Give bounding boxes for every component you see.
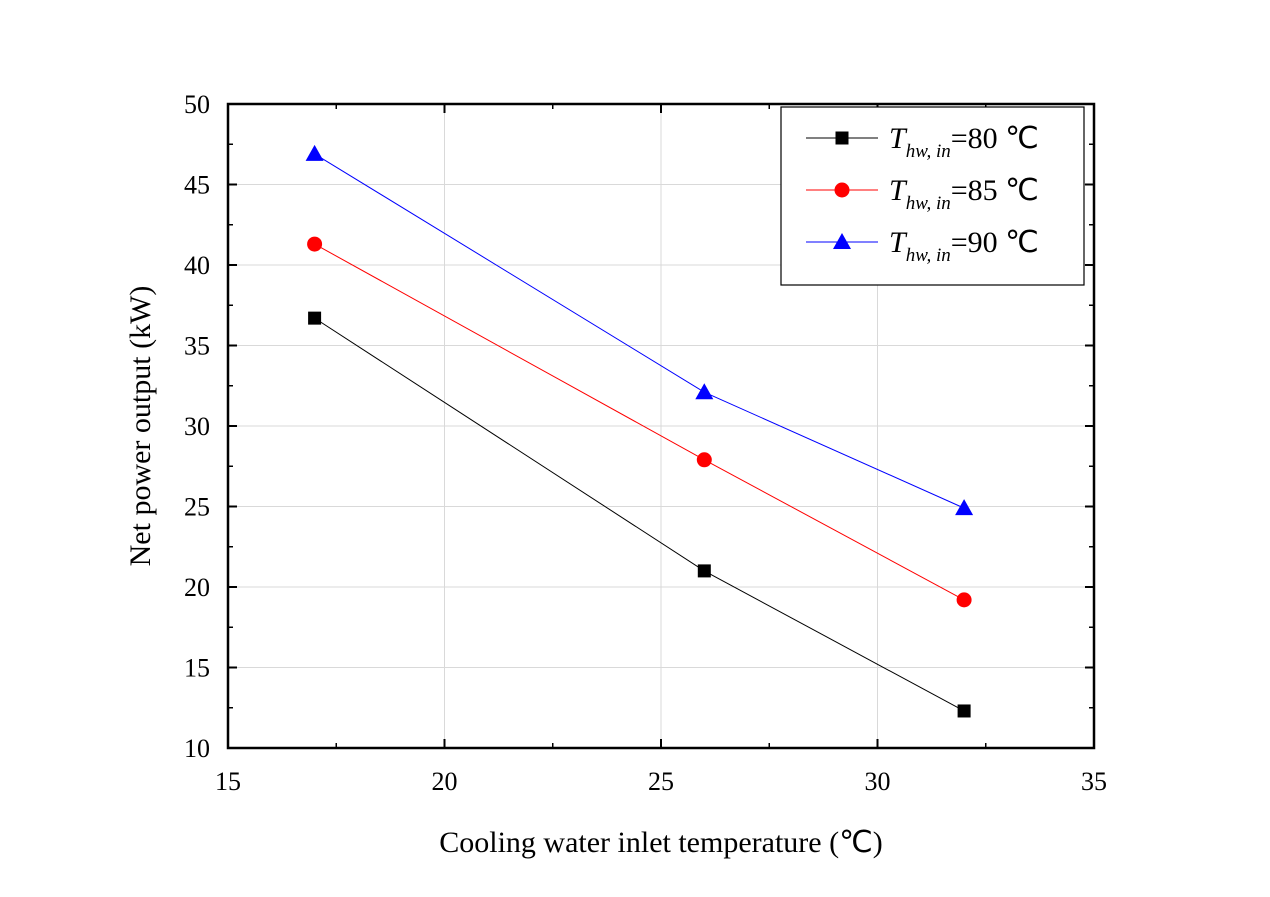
legend-symbol: T xyxy=(889,226,908,259)
y-tick-label: 25 xyxy=(184,493,210,522)
data-point-circle xyxy=(696,452,712,468)
y-tick-label: 15 xyxy=(184,654,210,683)
legend-subscript: hw, in xyxy=(906,245,951,266)
series-triangle xyxy=(305,144,974,516)
series-line xyxy=(314,317,965,712)
legend-value: =85 ℃ xyxy=(951,174,1039,207)
y-tick-label: 50 xyxy=(184,90,210,119)
x-tick-label: 15 xyxy=(215,767,241,796)
legend-entry: Thw, in=80 ℃ xyxy=(806,122,1039,162)
series-line xyxy=(314,243,965,601)
data-point-circle xyxy=(956,592,972,608)
data-point-triangle xyxy=(305,144,324,161)
legend-label: Thw, in=80 ℃ xyxy=(889,122,1039,162)
legend-box xyxy=(780,106,1085,286)
data-series xyxy=(305,144,974,718)
y-tick-label: 10 xyxy=(184,734,210,763)
legend-entry: Thw, in=85 ℃ xyxy=(806,174,1039,214)
legend-symbol: T xyxy=(889,174,908,207)
legend-marker-circle xyxy=(834,182,850,198)
data-point-square xyxy=(697,564,711,578)
series-circle xyxy=(307,236,972,608)
x-tick-label: 35 xyxy=(1081,767,1107,796)
x-tick-labels: 15 20 25 30 35 xyxy=(215,767,1107,796)
y-axis-title: Net power output (kW) xyxy=(124,286,157,567)
y-tick-label: 40 xyxy=(184,251,210,280)
legend-label: Thw, in=85 ℃ xyxy=(889,174,1039,214)
data-point-circle xyxy=(307,236,323,252)
x-tick-label: 20 xyxy=(432,767,458,796)
plot-frame xyxy=(226,102,1096,750)
legend-symbol: T xyxy=(889,122,908,155)
y-tick-labels: 10 15 20 25 30 35 40 45 50 xyxy=(184,90,210,763)
data-point-triangle xyxy=(955,499,974,516)
legend-subscript: hw, in xyxy=(906,193,951,214)
y-tick-label: 30 xyxy=(184,412,210,441)
y-tick-label: 45 xyxy=(184,171,210,200)
data-point-triangle xyxy=(695,383,714,400)
x-tick-label: 25 xyxy=(648,767,674,796)
data-point-square xyxy=(957,704,971,718)
legend-entry: Thw, in=90 ℃ xyxy=(806,226,1039,266)
x-axis-title: Cooling water inlet temperature (℃) xyxy=(439,826,883,859)
y-tick-label: 35 xyxy=(184,332,210,361)
legend-value: =80 ℃ xyxy=(951,122,1039,155)
x-tick-label: 30 xyxy=(865,767,891,796)
legend-marker-triangle xyxy=(833,233,851,249)
series-square xyxy=(308,311,971,718)
data-point-square xyxy=(308,311,322,325)
legend-marker-square xyxy=(835,131,849,145)
legend-subscript: hw, in xyxy=(906,141,951,162)
legend-value: =90 ℃ xyxy=(951,226,1039,259)
y-tick-label: 20 xyxy=(184,573,210,602)
legend-label: Thw, in=90 ℃ xyxy=(889,226,1039,266)
